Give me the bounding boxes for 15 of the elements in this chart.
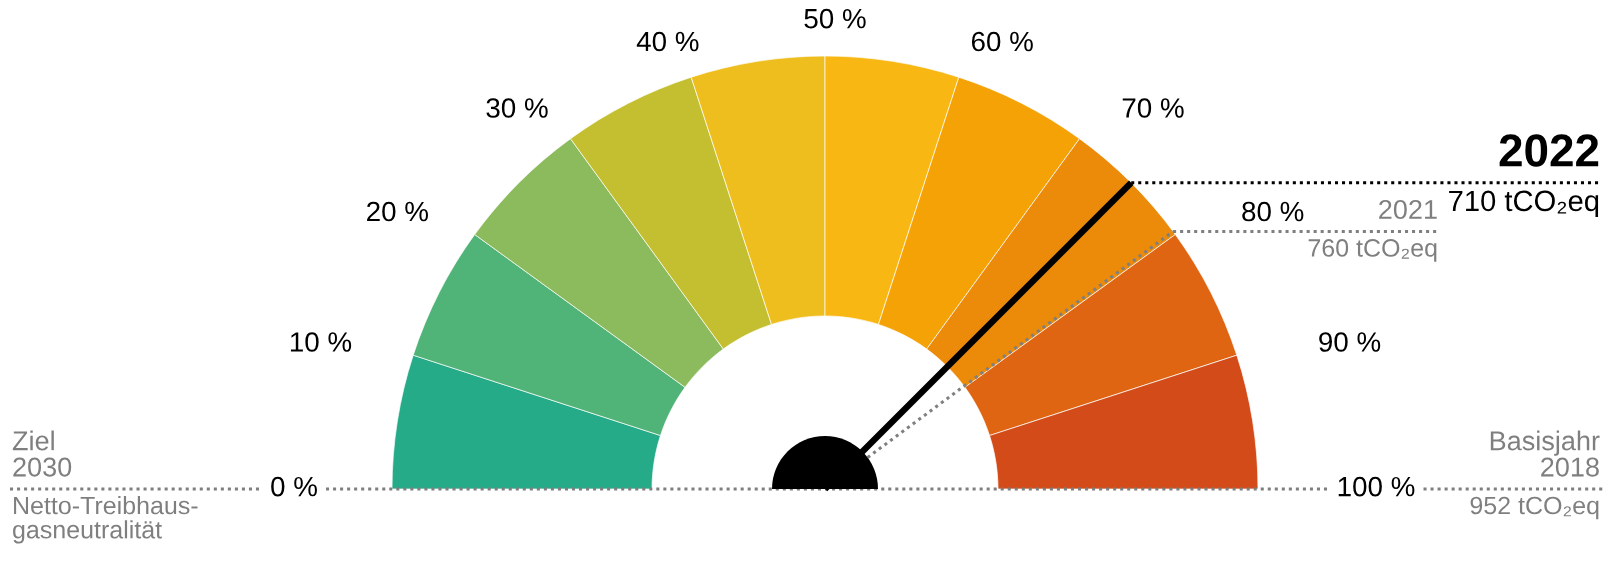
slice-label: 70 % (1122, 98, 1184, 118)
slice-label: 20 % (367, 201, 428, 222)
slice-label: 40 % (636, 31, 699, 52)
text: 2021 760 tCO₂eq (1308, 199, 1437, 262)
text: 100 % (1338, 476, 1415, 497)
slice-label: 80 % (1242, 201, 1304, 222)
text: Ziel 2030 Netto-Treibhaus- gasneutralität (12, 430, 198, 544)
slice-label: 50 % (804, 8, 866, 29)
slice-label: 90 % (1319, 332, 1381, 352)
slice-label: 30 % (486, 98, 548, 118)
text: 2022 710 tCO₂eq (1449, 134, 1599, 218)
slice-label: 60 % (971, 31, 1033, 52)
slice-label: 10 % (290, 332, 352, 352)
text: 0 % (271, 476, 317, 497)
text: Basisjahr 2018 952 tCO₂eq (1470, 430, 1600, 520)
